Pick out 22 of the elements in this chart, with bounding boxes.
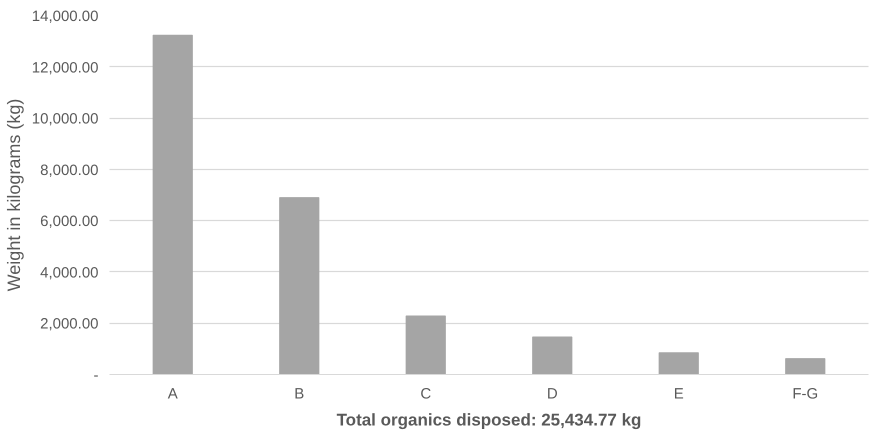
y-tick-label: 2,000.00: [40, 316, 98, 333]
y-tick-label: 4,000.00: [40, 264, 98, 282]
x-tick-label: E: [674, 386, 684, 402]
x-tick-label: D: [546, 386, 558, 402]
bar: [279, 197, 320, 374]
x-tick-label: B: [294, 386, 304, 402]
bar: [658, 352, 699, 374]
y-tick-label: 10,000.00: [32, 110, 99, 128]
bar: [532, 336, 572, 374]
x-axis-title: Total organics disposed: 25,434.77 kg: [336, 410, 642, 430]
bar: [152, 34, 193, 374]
y-tick-label: -: [94, 367, 99, 384]
x-tick-label: F-G: [792, 386, 818, 402]
bar: [406, 316, 446, 374]
y-tick-label: 14,000.00: [32, 8, 99, 25]
y-axis-title: Weight in kilograms (kg): [4, 98, 24, 292]
x-tick-label: C: [420, 386, 432, 402]
bar: [785, 358, 826, 374]
x-tick-label: A: [168, 386, 178, 402]
y-tick-label: 6,000.00: [40, 213, 98, 230]
y-tick-label: 8,000.00: [40, 162, 98, 179]
y-tick-label: 12,000.00: [32, 59, 99, 76]
